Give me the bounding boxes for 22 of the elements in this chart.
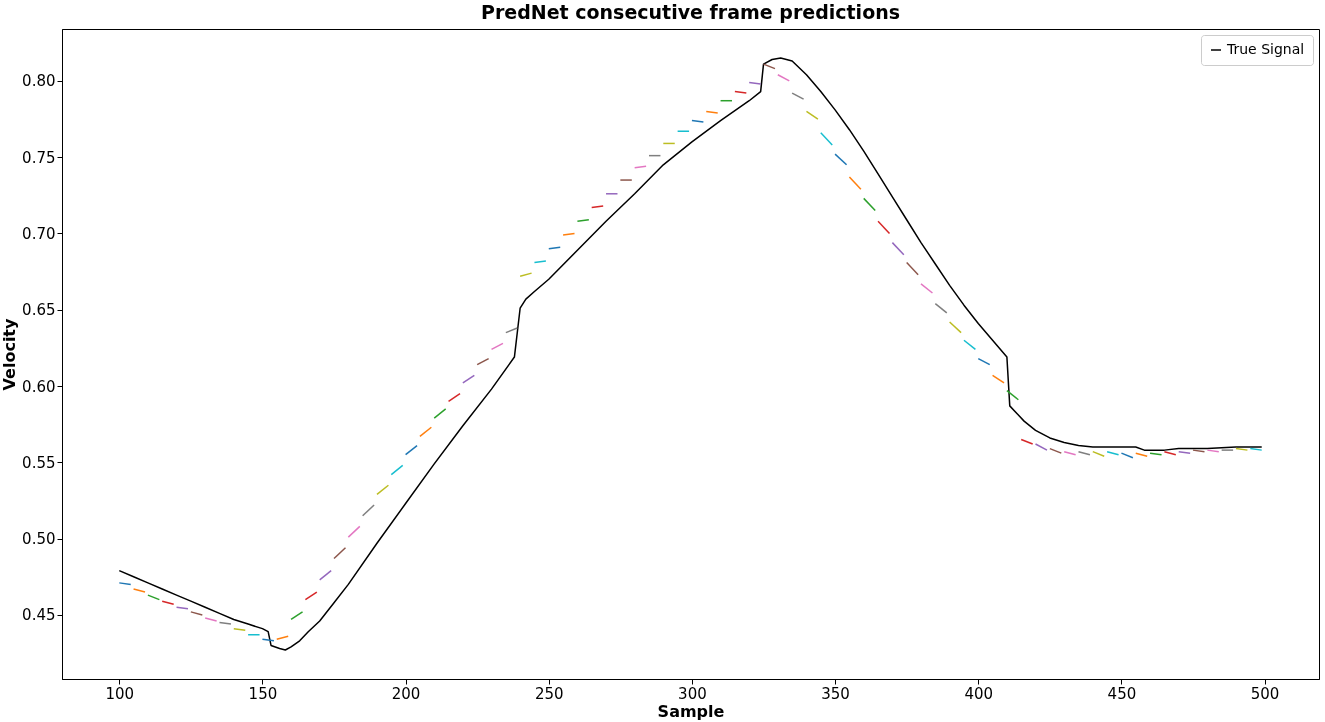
x-tick-label: 100 [105, 684, 135, 703]
x-tick-label: 350 [821, 684, 850, 703]
x-tick-label: 400 [964, 684, 994, 703]
line-series [118, 57, 1263, 651]
x-tick-label: 200 [391, 684, 421, 703]
y-tick-label: 0.70 [22, 224, 56, 243]
legend-label: True Signal [1226, 41, 1305, 57]
x-tick-label: 150 [248, 684, 278, 703]
x-tick-label: 450 [1107, 684, 1137, 703]
y-tick-label: 0.75 [22, 148, 56, 167]
y-tick-label: 0.50 [22, 530, 56, 549]
y-tick-label: 0.45 [22, 606, 56, 625]
x-tick-label: 300 [678, 684, 707, 703]
y-tick-label: 0.80 [22, 72, 56, 91]
x-tick-label: 500 [1250, 684, 1280, 703]
x-tick-label: 250 [534, 684, 564, 703]
y-tick-label: 0.65 [22, 301, 56, 320]
y-tick-label: 0.55 [22, 453, 56, 472]
chart-title: PredNet consecutive frame predictions [480, 1, 901, 23]
y-tick-label: 0.60 [22, 377, 56, 396]
y-axis-title: Velocity [0, 317, 20, 391]
x-axis-title: Sample [657, 701, 725, 721]
